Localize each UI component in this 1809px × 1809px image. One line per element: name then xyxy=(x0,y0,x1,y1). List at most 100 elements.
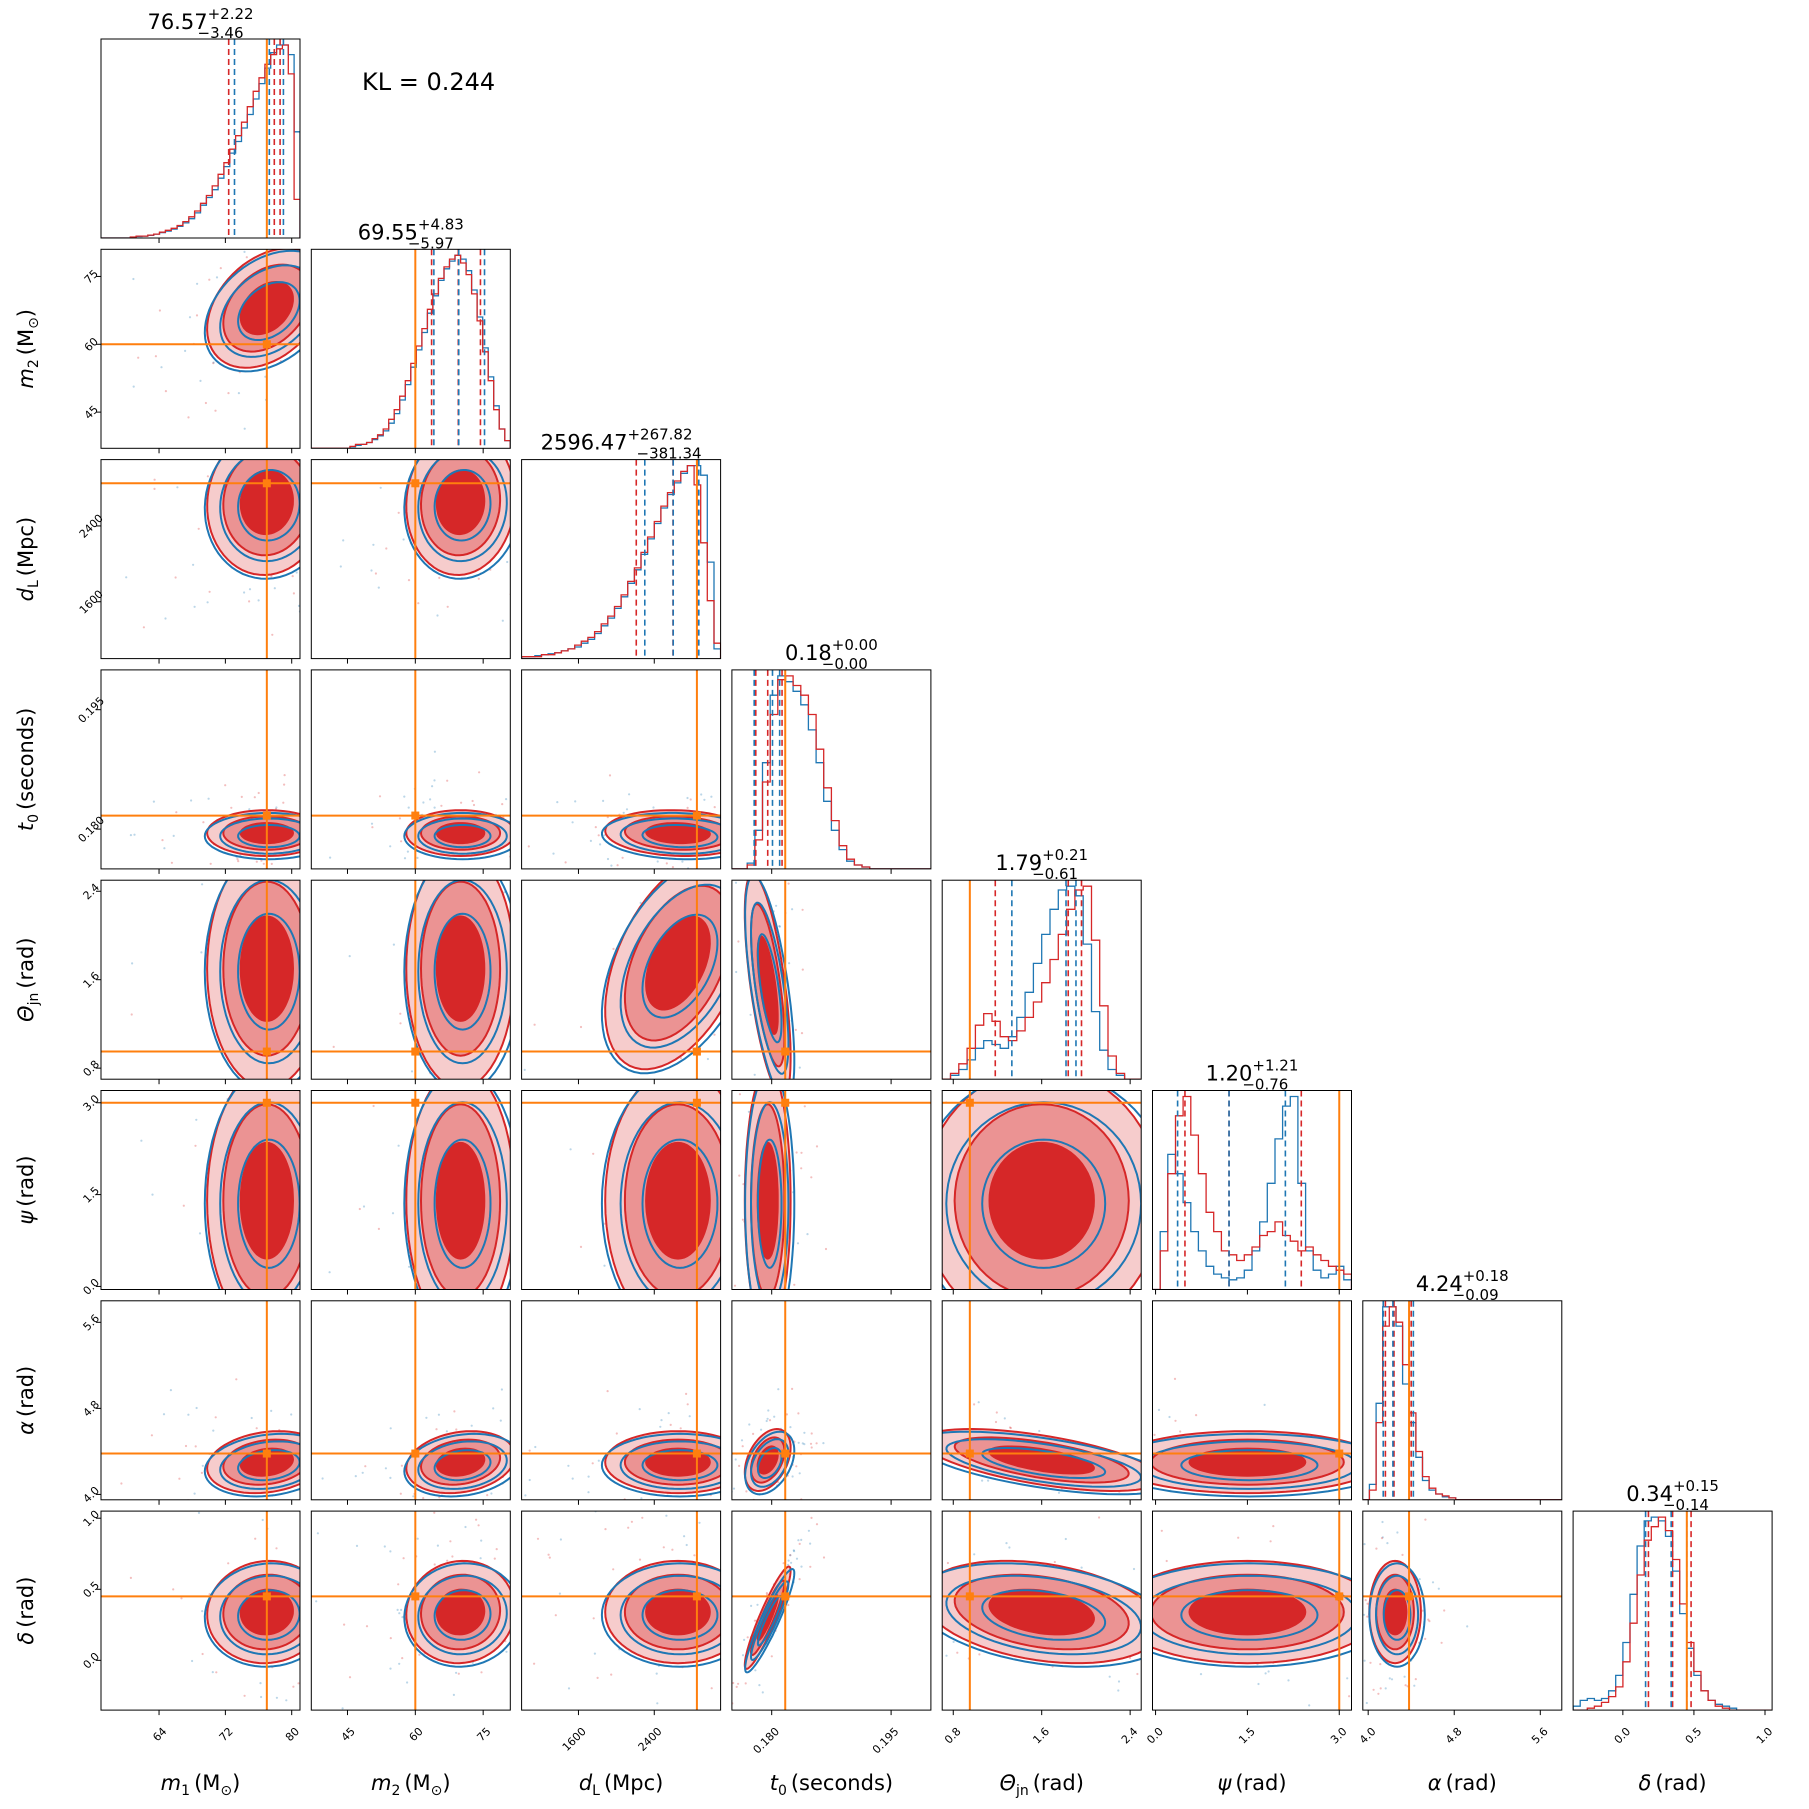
scatter-point xyxy=(915,1448,917,1450)
scatter-point xyxy=(512,314,514,316)
scatter-point xyxy=(710,871,712,873)
scatter-point xyxy=(429,1345,431,1347)
scatter-point xyxy=(255,1427,258,1430)
scatter-point xyxy=(332,1434,334,1436)
scatter-point xyxy=(1308,1704,1311,1707)
scatter-point xyxy=(813,1400,815,1402)
scatter-point xyxy=(983,1005,985,1007)
scatter-point xyxy=(451,1555,454,1558)
scatter-point xyxy=(295,571,298,574)
scatter-point xyxy=(1136,1672,1139,1676)
scatter-point xyxy=(823,1250,825,1252)
blue-contour-level xyxy=(641,1449,719,1482)
scatter-point xyxy=(286,875,288,877)
scatter-point xyxy=(872,1610,874,1612)
scatter-point xyxy=(1366,1615,1369,1618)
truth-lines xyxy=(942,1511,1142,1711)
scatter-point xyxy=(385,1401,387,1403)
scatter-point xyxy=(121,1384,123,1386)
scatter-point xyxy=(577,1620,579,1622)
y-axis-label-thetajn: Θjn(rad) xyxy=(14,937,42,1022)
scatter-point xyxy=(1004,1325,1006,1327)
y-tick-label: 1.0 xyxy=(81,1508,103,1530)
truth-marker xyxy=(411,1047,420,1056)
panel-frame xyxy=(310,669,511,870)
scatter-point xyxy=(235,1378,238,1381)
blue-contour-level xyxy=(433,1589,492,1641)
scatter-point xyxy=(750,756,752,758)
y-tick-label: 0.5 xyxy=(81,1579,103,1601)
scatter-point xyxy=(810,1502,812,1504)
truth-marker xyxy=(781,1592,790,1601)
truth-marker xyxy=(262,1592,271,1601)
scatter-point xyxy=(446,779,449,782)
scatter-point xyxy=(540,1625,542,1627)
scatter-point xyxy=(564,427,566,429)
blue-contour-level xyxy=(219,1440,300,1490)
y-tick-label: 2.4 xyxy=(81,881,103,903)
scatter-point xyxy=(563,1231,565,1233)
scatter-point xyxy=(826,1441,828,1443)
scatter-point xyxy=(987,1508,989,1510)
scatter-point xyxy=(611,1434,613,1436)
scatter-point xyxy=(909,1150,911,1152)
scatter-point xyxy=(1346,1677,1349,1680)
scatter-point xyxy=(889,1396,891,1398)
blue-contour-level xyxy=(601,811,721,861)
scatter-point xyxy=(454,439,456,441)
scatter-point xyxy=(594,826,597,829)
x-tick-label: 2.4 xyxy=(1119,1725,1141,1747)
scatter-point xyxy=(1397,1781,1399,1783)
scatter-point xyxy=(166,1473,168,1475)
scatter-point xyxy=(360,934,362,936)
scatter-point xyxy=(524,1494,527,1497)
scatter-point xyxy=(397,1583,400,1586)
scatter-point xyxy=(605,1503,607,1505)
scatter-point xyxy=(161,839,164,842)
scatter-point xyxy=(403,795,406,798)
scatter-point xyxy=(302,1262,304,1264)
scatter-point xyxy=(724,1709,726,1711)
scatter-point xyxy=(378,795,382,798)
scatter-point xyxy=(710,795,713,798)
scatter-point xyxy=(758,1502,760,1504)
scatter-point xyxy=(1147,1664,1149,1666)
scatter-point xyxy=(752,1079,754,1081)
scatter-point xyxy=(758,796,760,798)
scatter-point xyxy=(345,1646,347,1648)
scatter-point xyxy=(1398,1458,1400,1460)
scatter-point xyxy=(793,1550,796,1553)
scatter-point xyxy=(977,1401,980,1404)
scatter-point xyxy=(214,1416,217,1419)
scatter-point xyxy=(1356,1631,1358,1633)
scatter-point xyxy=(645,884,647,886)
scatter-point xyxy=(219,267,222,270)
scatter-point xyxy=(737,1403,739,1405)
scatter-point xyxy=(505,1650,508,1653)
scatter-point xyxy=(1451,1466,1453,1468)
scatter-point xyxy=(721,1405,723,1407)
scatter-point xyxy=(722,1404,724,1406)
scatter-point xyxy=(130,1013,133,1016)
scatter-point xyxy=(796,1178,798,1180)
scatter-point xyxy=(490,1492,493,1495)
scatter-point xyxy=(1318,1508,1320,1510)
scatter-point xyxy=(480,1671,483,1674)
scatter-point xyxy=(1180,1525,1182,1527)
scatter-point xyxy=(822,1556,826,1559)
scatter-point xyxy=(1175,1397,1177,1399)
scatter-point xyxy=(1414,1678,1417,1681)
scatter-point xyxy=(454,725,456,727)
scatter-point xyxy=(257,744,259,746)
scatter-point xyxy=(834,1304,836,1306)
scatter-point xyxy=(305,1467,307,1469)
scatter-point xyxy=(803,1443,806,1446)
scatter-point xyxy=(512,906,514,908)
scatter-point xyxy=(337,436,339,438)
scatter-point xyxy=(436,1544,439,1547)
scatter-point xyxy=(810,1118,812,1120)
scatter-point xyxy=(724,775,726,777)
scatter-point xyxy=(1379,1491,1381,1493)
scatter-point xyxy=(815,1195,817,1197)
panel-frame xyxy=(1572,1510,1773,1711)
